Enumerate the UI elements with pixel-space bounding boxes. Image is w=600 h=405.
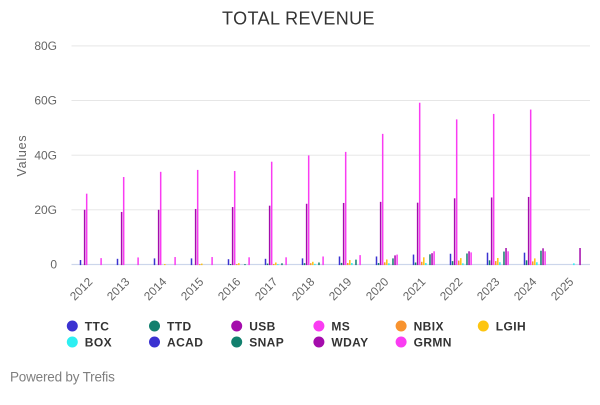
svg-text:USB: USB [249,319,276,333]
svg-text:40G: 40G [34,148,57,162]
svg-text:TTC: TTC [85,319,110,333]
svg-text:20G: 20G [34,203,57,217]
svg-text:TOTAL REVENUE: TOTAL REVENUE [222,9,375,29]
svg-text:BOX: BOX [85,335,112,349]
svg-text:0: 0 [50,258,57,272]
svg-text:NBIX: NBIX [414,319,444,333]
svg-text:60G: 60G [34,94,57,108]
svg-text:MS: MS [331,319,350,333]
svg-text:ACAD: ACAD [167,335,203,349]
svg-text:80G: 80G [34,39,57,53]
svg-text:LGIH: LGIH [496,319,526,333]
svg-text:Values: Values [15,135,29,177]
svg-text:SNAP: SNAP [249,335,284,349]
svg-text:WDAY: WDAY [331,335,368,349]
svg-text:Powered by Trefis: Powered by Trefis [10,370,115,385]
svg-text:TTD: TTD [167,319,192,333]
svg-text:GRMN: GRMN [414,335,452,349]
